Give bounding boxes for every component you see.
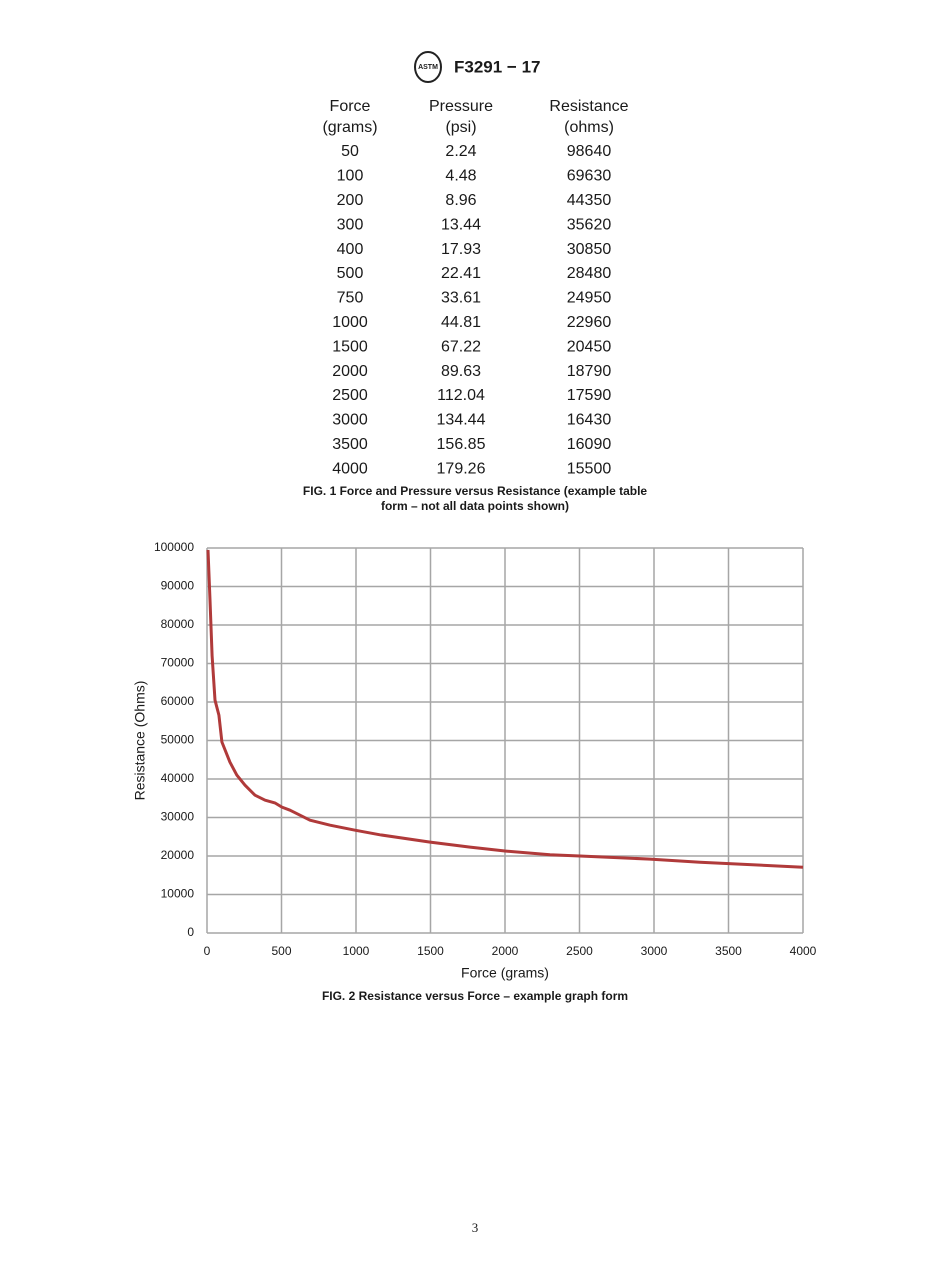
y-tick-label: 70000 — [161, 656, 195, 670]
table-cell: 400 — [337, 241, 364, 258]
table-cell: 67.22 — [441, 338, 481, 355]
table-cell: 28480 — [567, 265, 612, 282]
table-cell: 200 — [337, 192, 364, 209]
table-cell: 750 — [337, 290, 364, 307]
table-cell: 3500 — [332, 436, 368, 453]
column-header: Resistance — [549, 98, 628, 115]
table-cell: 44.81 — [441, 314, 481, 331]
y-tick-label: 80000 — [161, 617, 195, 631]
table-cell: 16430 — [567, 412, 612, 429]
y-axis-label: Resistance (Ohms) — [132, 681, 148, 801]
x-axis-label: Force (grams) — [461, 965, 549, 981]
table-cell: 16090 — [567, 436, 612, 453]
table-cell: 179.26 — [437, 460, 486, 477]
x-tick-label: 2500 — [566, 944, 593, 958]
x-tick-label: 500 — [271, 944, 291, 958]
x-tick-label: 2000 — [492, 944, 519, 958]
y-tick-label: 20000 — [161, 848, 195, 862]
logo-text: ASTM — [418, 64, 438, 71]
y-tick-label: 100000 — [154, 540, 194, 554]
table-cell: 98640 — [567, 143, 612, 160]
table-cell: 134.44 — [437, 412, 486, 429]
table-cell: 33.61 — [441, 290, 481, 307]
table-cell: 44350 — [567, 192, 612, 209]
y-tick-label: 50000 — [161, 733, 195, 747]
table-cell: 3000 — [332, 412, 368, 429]
document-code: F3291 − 17 — [454, 57, 541, 76]
table-cell: 30850 — [567, 241, 612, 258]
column-header: Force — [330, 98, 371, 115]
y-tick-label: 0 — [187, 925, 194, 939]
logo-shape — [414, 51, 442, 83]
column-header: (grams) — [322, 119, 377, 136]
table-cell: 24950 — [567, 290, 612, 307]
table-cell: 15500 — [567, 460, 612, 477]
x-tick-label: 4000 — [790, 944, 817, 958]
x-tick-label: 1500 — [417, 944, 444, 958]
table-cell: 22.41 — [441, 265, 481, 282]
page-number: 3 — [472, 1220, 479, 1235]
logo: ASTM — [414, 51, 442, 83]
data-line — [206, 549, 804, 869]
table-cell: 4.48 — [445, 168, 476, 185]
table-cell: 22960 — [567, 314, 612, 331]
figure-caption: FIG. 1 Force and Pressure versus Resista… — [303, 484, 647, 498]
table-cell: 1500 — [332, 338, 368, 355]
table-cell: 2500 — [332, 387, 368, 404]
x-tick-label: 3000 — [641, 944, 668, 958]
table-cell: 8.96 — [445, 192, 476, 209]
x-tick-label: 3500 — [715, 944, 742, 958]
y-tick-label: 30000 — [161, 810, 195, 824]
table-cell: 1000 — [332, 314, 368, 331]
column-header: (psi) — [445, 119, 476, 136]
table-cell: 35620 — [567, 216, 612, 233]
x-tick-label: 0 — [204, 944, 211, 958]
figure-caption: form – not all data points shown) — [381, 499, 569, 513]
table-cell: 2000 — [332, 363, 368, 380]
table-cell: 89.63 — [441, 363, 481, 380]
table-cell: 69630 — [567, 168, 612, 185]
table-cell: 17590 — [567, 387, 612, 404]
table-cell: 500 — [337, 265, 364, 282]
column-header: (ohms) — [564, 119, 614, 136]
table-cell: 17.93 — [441, 241, 481, 258]
x-tick-label: 1000 — [343, 944, 370, 958]
table-cell: 100 — [337, 168, 364, 185]
table-cell: 112.04 — [437, 387, 485, 404]
table-cell: 13.44 — [441, 216, 481, 233]
table-cell: 50 — [341, 143, 359, 160]
figure-caption: FIG. 2 Resistance versus Force – example… — [322, 989, 628, 1003]
column-header: Pressure — [429, 98, 493, 115]
y-tick-label: 90000 — [161, 579, 195, 593]
y-tick-label: 10000 — [161, 887, 195, 901]
table-cell: 2.24 — [445, 143, 476, 160]
table-cell: 18790 — [567, 363, 612, 380]
table-cell: 156.85 — [437, 436, 486, 453]
table-cell: 300 — [337, 216, 364, 233]
table-cell: 20450 — [567, 338, 612, 355]
y-tick-label: 40000 — [161, 771, 195, 785]
table-cell: 4000 — [332, 460, 368, 477]
y-tick-label: 60000 — [161, 694, 195, 708]
